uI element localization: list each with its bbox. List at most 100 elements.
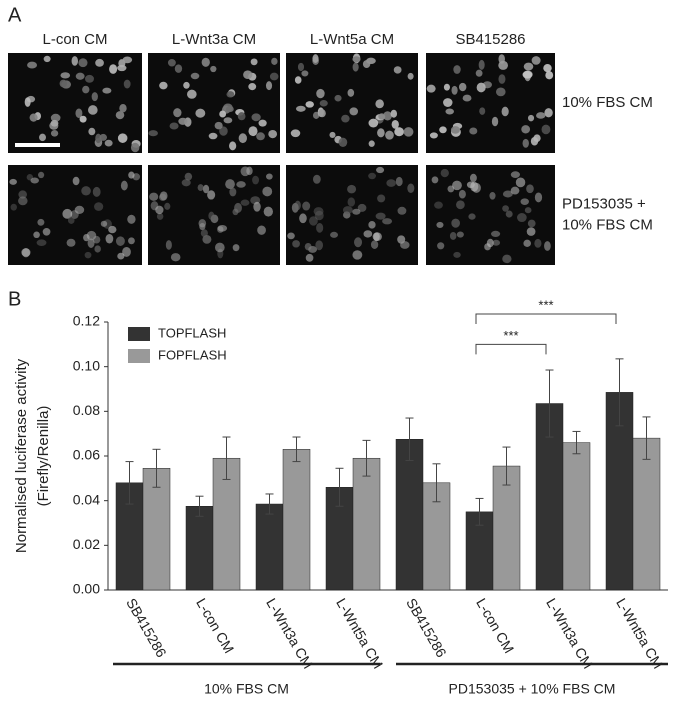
panel-label: B [8, 288, 21, 310]
cell-nucleus [334, 94, 342, 102]
column-header: L-Wnt5a CM [310, 31, 394, 48]
cell-nucleus [545, 71, 554, 80]
cell-nucleus [330, 231, 339, 238]
significance-bracket [475, 313, 617, 324]
y-tick-label: 0.06 [73, 447, 100, 463]
cell-nucleus [108, 225, 117, 234]
cell-nucleus [393, 66, 402, 74]
bar [395, 439, 424, 591]
cell-nucleus [159, 81, 168, 90]
cell-nucleus [250, 58, 258, 66]
cell-nucleus [104, 139, 113, 147]
row-label: 10% FBS CM [562, 216, 653, 233]
cell-nucleus [472, 182, 481, 193]
cell-nucleus [91, 92, 98, 102]
cell-nucleus [120, 180, 128, 191]
cell-nucleus [534, 192, 543, 203]
cell-nucleus [122, 246, 131, 257]
y-tick-label: 0.08 [73, 402, 100, 418]
cell-nucleus [479, 107, 486, 115]
cell-nucleus [256, 132, 265, 141]
cell-nucleus [27, 61, 38, 69]
cell-nucleus [246, 166, 253, 176]
cell-nucleus [18, 196, 28, 206]
cell-nucleus [352, 62, 359, 72]
cell-nucleus [495, 87, 506, 97]
cell-nucleus [169, 122, 179, 130]
cell-nucleus [202, 184, 210, 194]
panel-label: A [8, 4, 22, 26]
cell-nucleus [368, 172, 376, 180]
bar [632, 437, 661, 591]
cell-nucleus [208, 211, 215, 220]
cell-nucleus [105, 234, 114, 244]
cell-nucleus [81, 186, 91, 196]
cell-nucleus [59, 79, 68, 88]
cell-nucleus [386, 179, 396, 187]
cell-nucleus [476, 82, 486, 93]
cell-nucleus [268, 129, 278, 139]
cell-nucleus [368, 118, 379, 128]
cell-nucleus [407, 72, 414, 80]
cell-nucleus [313, 174, 321, 184]
micrograph [426, 165, 555, 265]
cell-nucleus [526, 184, 534, 194]
cell-nucleus [29, 113, 38, 122]
cell-nucleus [451, 85, 458, 95]
legend-label: TOPFLASH [158, 325, 226, 340]
cell-nucleus [128, 237, 135, 245]
cell-nucleus [385, 130, 394, 140]
cell-nucleus [443, 83, 450, 91]
bar [282, 449, 311, 591]
cell-nucleus [195, 108, 206, 118]
cell-nucleus [248, 83, 257, 91]
cell-nucleus [295, 105, 306, 112]
cell-nucleus [376, 166, 385, 174]
cell-nucleus [475, 69, 483, 77]
cell-nucleus [377, 194, 386, 203]
legend-label: FOPFLASH [158, 347, 227, 362]
cell-nucleus [436, 221, 444, 228]
cell-nucleus [458, 82, 467, 92]
cell-nucleus [498, 60, 508, 70]
bar [492, 465, 521, 591]
legend-swatch [128, 327, 150, 341]
cell-nucleus [115, 111, 125, 120]
cell-nucleus [225, 179, 235, 190]
cell-nucleus [363, 230, 373, 238]
cell-nucleus [543, 64, 552, 73]
bar [352, 457, 381, 591]
cell-nucleus [515, 177, 526, 188]
cell-nucleus [305, 101, 314, 108]
cell-nucleus [453, 65, 461, 74]
cell-nucleus [347, 88, 355, 97]
cell-nucleus [368, 140, 375, 147]
cell-nucleus [9, 178, 17, 185]
cell-nucleus [117, 64, 127, 72]
cell-nucleus [368, 220, 376, 229]
cell-nucleus [407, 183, 415, 193]
cell-nucleus [217, 224, 228, 232]
bar [255, 503, 284, 591]
cell-nucleus [84, 251, 92, 259]
cell-nucleus [102, 87, 112, 94]
row-label: PD153035 + [562, 195, 646, 212]
cell-nucleus [210, 65, 217, 73]
cell-nucleus [258, 119, 267, 127]
cell-nucleus [99, 133, 108, 141]
cell-nucleus [229, 141, 237, 151]
cell-nucleus [83, 233, 90, 242]
cell-nucleus [225, 106, 234, 113]
cell-nucleus [10, 203, 17, 211]
cell-nucleus [190, 72, 200, 80]
cell-nucleus [377, 128, 385, 138]
cell-nucleus [197, 184, 204, 192]
cell-nucleus [100, 220, 108, 227]
cell-nucleus [183, 81, 190, 89]
cell-nucleus [434, 201, 443, 209]
x-tick-label: SB415286 [403, 595, 450, 660]
cell-nucleus [232, 208, 239, 216]
cell-nucleus [492, 239, 501, 246]
